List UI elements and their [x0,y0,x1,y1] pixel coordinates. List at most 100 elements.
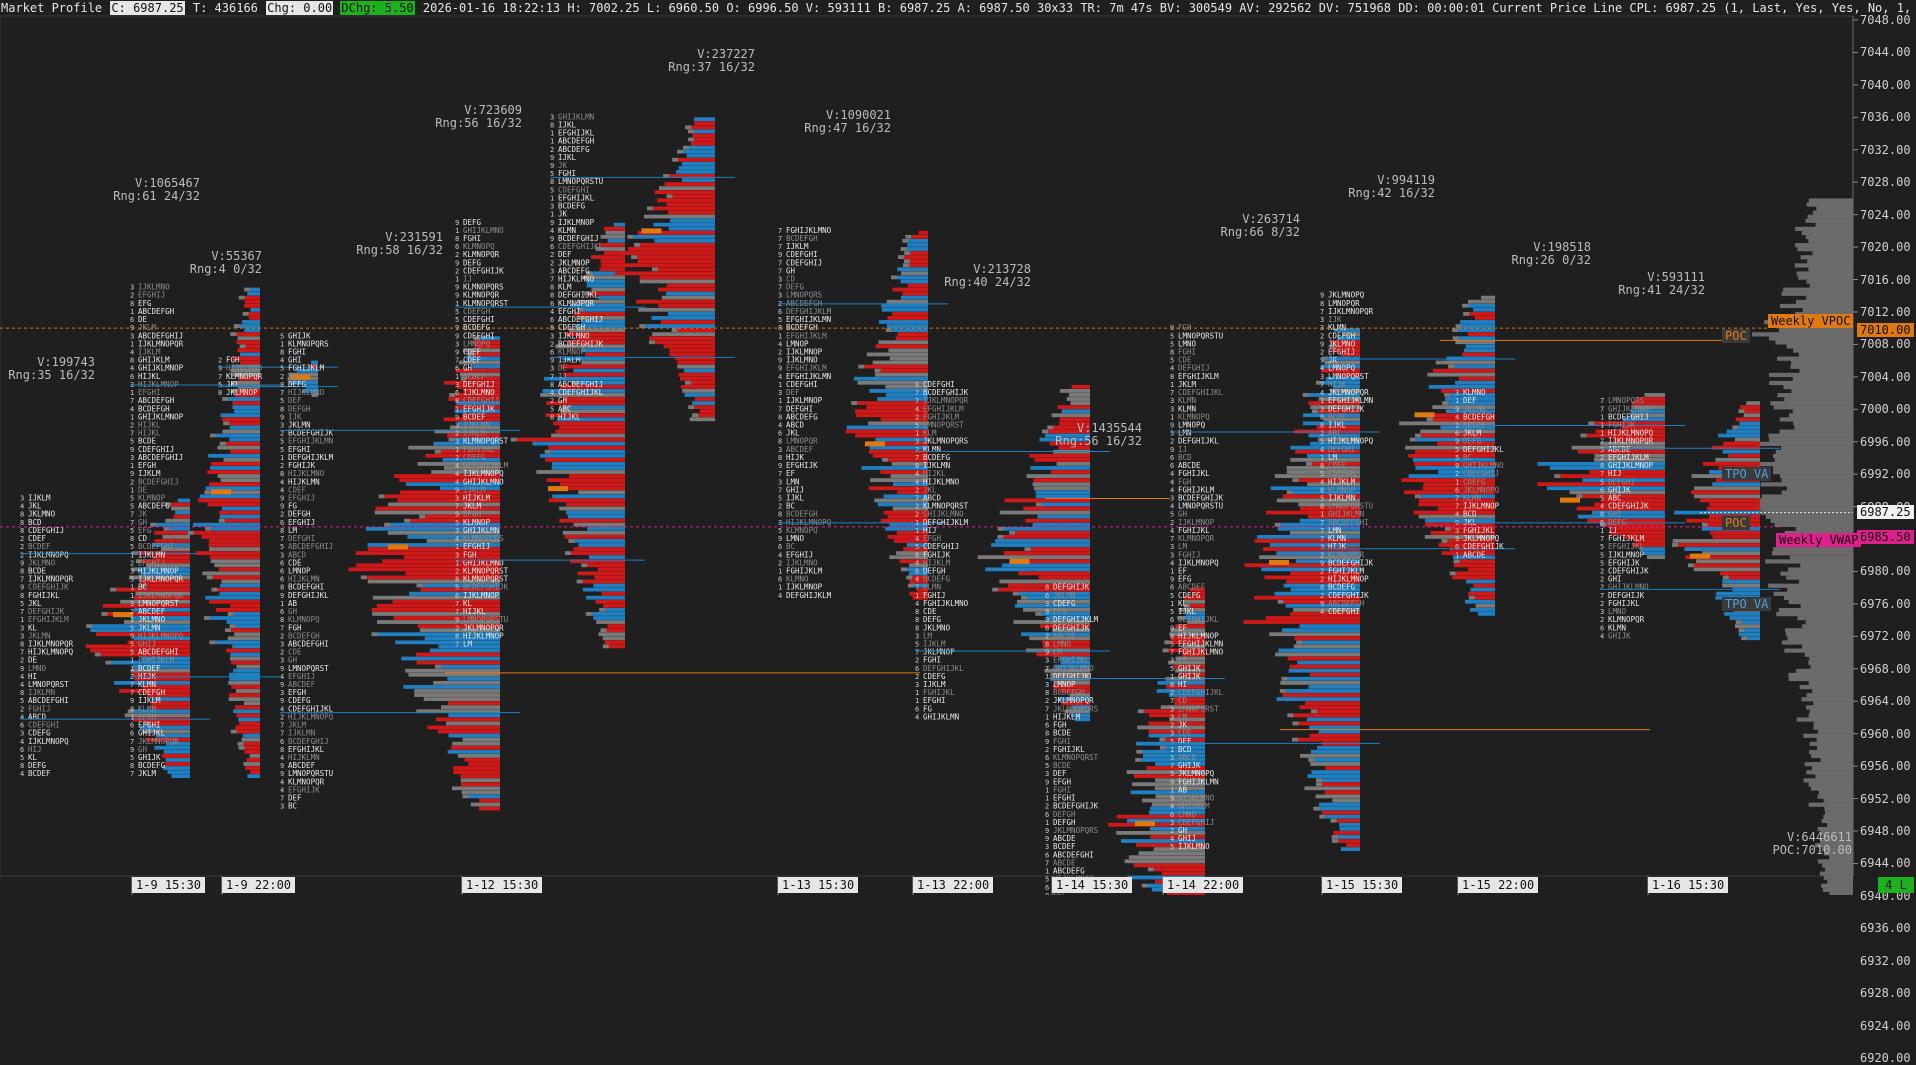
volume-bar [1575,490,1665,495]
composite-volume-bar [1808,198,1853,203]
tpo-count: 1 [130,308,134,316]
composite-volume-bar [1820,831,1853,836]
tpo-row: EFGHIJKL [1053,656,1090,665]
volume-bar [1458,336,1495,341]
volume-bar [1423,482,1495,487]
time-axis-label[interactable]: 1-15 22:00 [1458,877,1539,893]
tpo-count: 1 [1045,795,1049,803]
tpo-count: 9 [1045,649,1049,657]
session-range-label: Rng:4 0/32 [189,262,262,276]
price-tick-label: 7016.00 [1860,272,1911,287]
tpo-row: GH [463,364,473,373]
volume-bar [244,299,260,304]
composite-volume-bar [1805,234,1853,240]
volume-bar [1285,689,1360,693]
tpo-count: 1 [130,616,134,624]
tpo-count: 3 [1045,770,1049,778]
tpo-count: 7 [1045,665,1049,673]
volume-bar [227,612,234,616]
volume-bar [163,526,170,531]
volume-bar [1444,393,1451,397]
session-volume-label: V:231591 [385,230,443,244]
volume-bar [657,267,715,272]
volume-bar [1068,393,1090,397]
volume-bar [480,336,500,341]
volume-bar [1292,737,1299,742]
volume-bar [1046,616,1090,620]
market-profile-chart[interactable]: IJKLM3JKL4JKLMNO8BCD8CDEFGHIJ8CDEF2BCDEF… [0,0,1916,895]
volume-bar [1175,656,1205,661]
volume-bar [1420,494,1495,499]
volume-bar [1418,498,1495,503]
composite-volume-bar [1779,474,1853,479]
volume-bar [131,567,138,572]
tpo-count: 2 [280,373,284,381]
volume-bar [205,595,260,600]
tpo-row: FGHIJKL [1178,526,1210,535]
time-axis-label[interactable]: 1-12 15:30 [462,877,543,893]
tpo-count: 8 [915,462,919,470]
tpo-row: CDE [288,558,302,567]
volume-bar [1702,461,1760,466]
tpo-count: 8 [1320,503,1324,511]
tpo-row: DEFGHIJK [1328,404,1365,413]
time-axis-label[interactable]: 1-9 15:30 [132,877,206,893]
price-tick-label: 6944.00 [1860,856,1911,871]
tpo-count: 3 [455,551,459,559]
tpo-row: EFGHIJKLMN [786,315,831,324]
tpo-count: 7 [778,235,782,243]
composite-volume-bar [1778,607,1853,613]
volume-bar [240,352,260,357]
time-axis-label[interactable]: 1-13 22:00 [913,877,994,893]
volume-bar [447,433,500,438]
tpo-row: DEFGHIJK [1608,591,1645,600]
tpo-count: 5 [455,316,459,324]
tpo-count: 5 [915,640,919,648]
volume-bar [217,587,260,592]
volume-bar [1315,782,1322,787]
tpo-row: HIJKLM [1053,712,1081,721]
volume-bar [568,539,575,543]
volume-bar [892,506,928,511]
tpo-row: IJKLMNOPQ [1178,558,1219,567]
tpo-count: 9 [778,365,782,373]
volume-bar [1685,555,1760,560]
time-axis-label[interactable]: 1-13 15:30 [778,877,859,893]
volume-bar [1257,534,1360,539]
time-axis-label[interactable]: 1-16 15:30 [1648,877,1729,893]
tpo-row: BCDEFG [1328,583,1356,592]
tpo-count: 1 [1600,422,1604,430]
tpo-row: FGHIJ [1178,550,1201,559]
volume-bar [173,514,190,519]
tpo-count: 8 [1320,462,1324,470]
volume-bar [1577,449,1665,454]
tpo-count: 7 [778,243,782,251]
tpo-count: 4 [20,770,24,778]
tpo-count: 5 [218,381,222,389]
volume-bar [1582,494,1665,499]
tpo-count: 3 [20,632,24,640]
volume-bar [1324,790,1360,795]
tpo-row: BCDEF [463,412,486,421]
tpo-count: 7 [280,535,284,543]
tpo-row: DEFGH [923,566,946,575]
time-axis-label[interactable]: 1-14 15:30 [1052,877,1133,893]
volume-bar [1306,461,1313,466]
time-axis-label[interactable]: 1-14 22:00 [1163,877,1244,893]
volume-bar [1441,539,1448,543]
volume-bar [217,474,260,478]
time-axis-label[interactable]: 1-9 22:00 [222,877,296,893]
time-axis-label[interactable]: 1-15 15:30 [1322,877,1403,893]
tpo-row: IJ [1178,445,1187,454]
composite-volume-bar [1784,397,1853,402]
volume-bar [208,539,260,543]
volume-bar [853,376,928,381]
live-badge[interactable]: 4 L [1878,877,1914,893]
composite-volume-bar [1788,672,1853,678]
tpo-row: LMNOPQRS [1608,396,1645,405]
tpo-row: LMNOPQRSTU [288,769,333,778]
tpo-row: HIJKL [138,372,161,381]
volume-bar [1029,636,1090,641]
composite-volume-bar [1793,348,1853,353]
tpo-count: 2 [1600,576,1604,584]
